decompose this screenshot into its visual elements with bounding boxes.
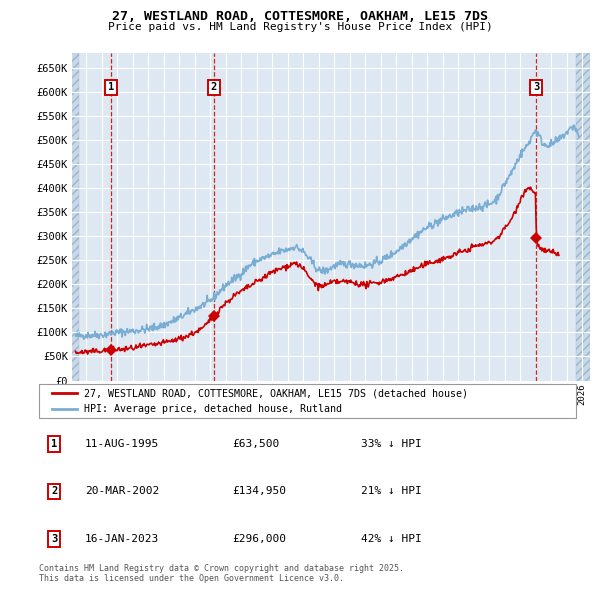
Text: 2: 2 <box>211 83 217 93</box>
Text: 3: 3 <box>533 83 539 93</box>
Text: 1: 1 <box>108 83 115 93</box>
Text: 21% ↓ HPI: 21% ↓ HPI <box>361 487 422 496</box>
Text: 27, WESTLAND ROAD, COTTESMORE, OAKHAM, LE15 7DS: 27, WESTLAND ROAD, COTTESMORE, OAKHAM, L… <box>112 10 488 23</box>
Text: 11-AUG-1995: 11-AUG-1995 <box>85 439 159 449</box>
Text: £134,950: £134,950 <box>232 487 286 496</box>
Text: 33% ↓ HPI: 33% ↓ HPI <box>361 439 422 449</box>
Text: 1: 1 <box>51 439 57 449</box>
Text: £63,500: £63,500 <box>232 439 280 449</box>
Text: 16-JAN-2023: 16-JAN-2023 <box>85 534 159 544</box>
Text: HPI: Average price, detached house, Rutland: HPI: Average price, detached house, Rutl… <box>83 404 341 414</box>
Text: 27, WESTLAND ROAD, COTTESMORE, OAKHAM, LE15 7DS (detached house): 27, WESTLAND ROAD, COTTESMORE, OAKHAM, L… <box>83 388 467 398</box>
Text: 3: 3 <box>51 534 57 544</box>
Text: 20-MAR-2002: 20-MAR-2002 <box>85 487 159 496</box>
Text: 42% ↓ HPI: 42% ↓ HPI <box>361 534 422 544</box>
Bar <box>71 53 79 381</box>
Text: Price paid vs. HM Land Registry's House Price Index (HPI): Price paid vs. HM Land Registry's House … <box>107 22 493 32</box>
Text: 2: 2 <box>51 487 57 496</box>
Text: Contains HM Land Registry data © Crown copyright and database right 2025.
This d: Contains HM Land Registry data © Crown c… <box>39 564 404 584</box>
Text: £296,000: £296,000 <box>232 534 286 544</box>
FancyBboxPatch shape <box>39 384 576 418</box>
Bar <box>576 53 590 381</box>
